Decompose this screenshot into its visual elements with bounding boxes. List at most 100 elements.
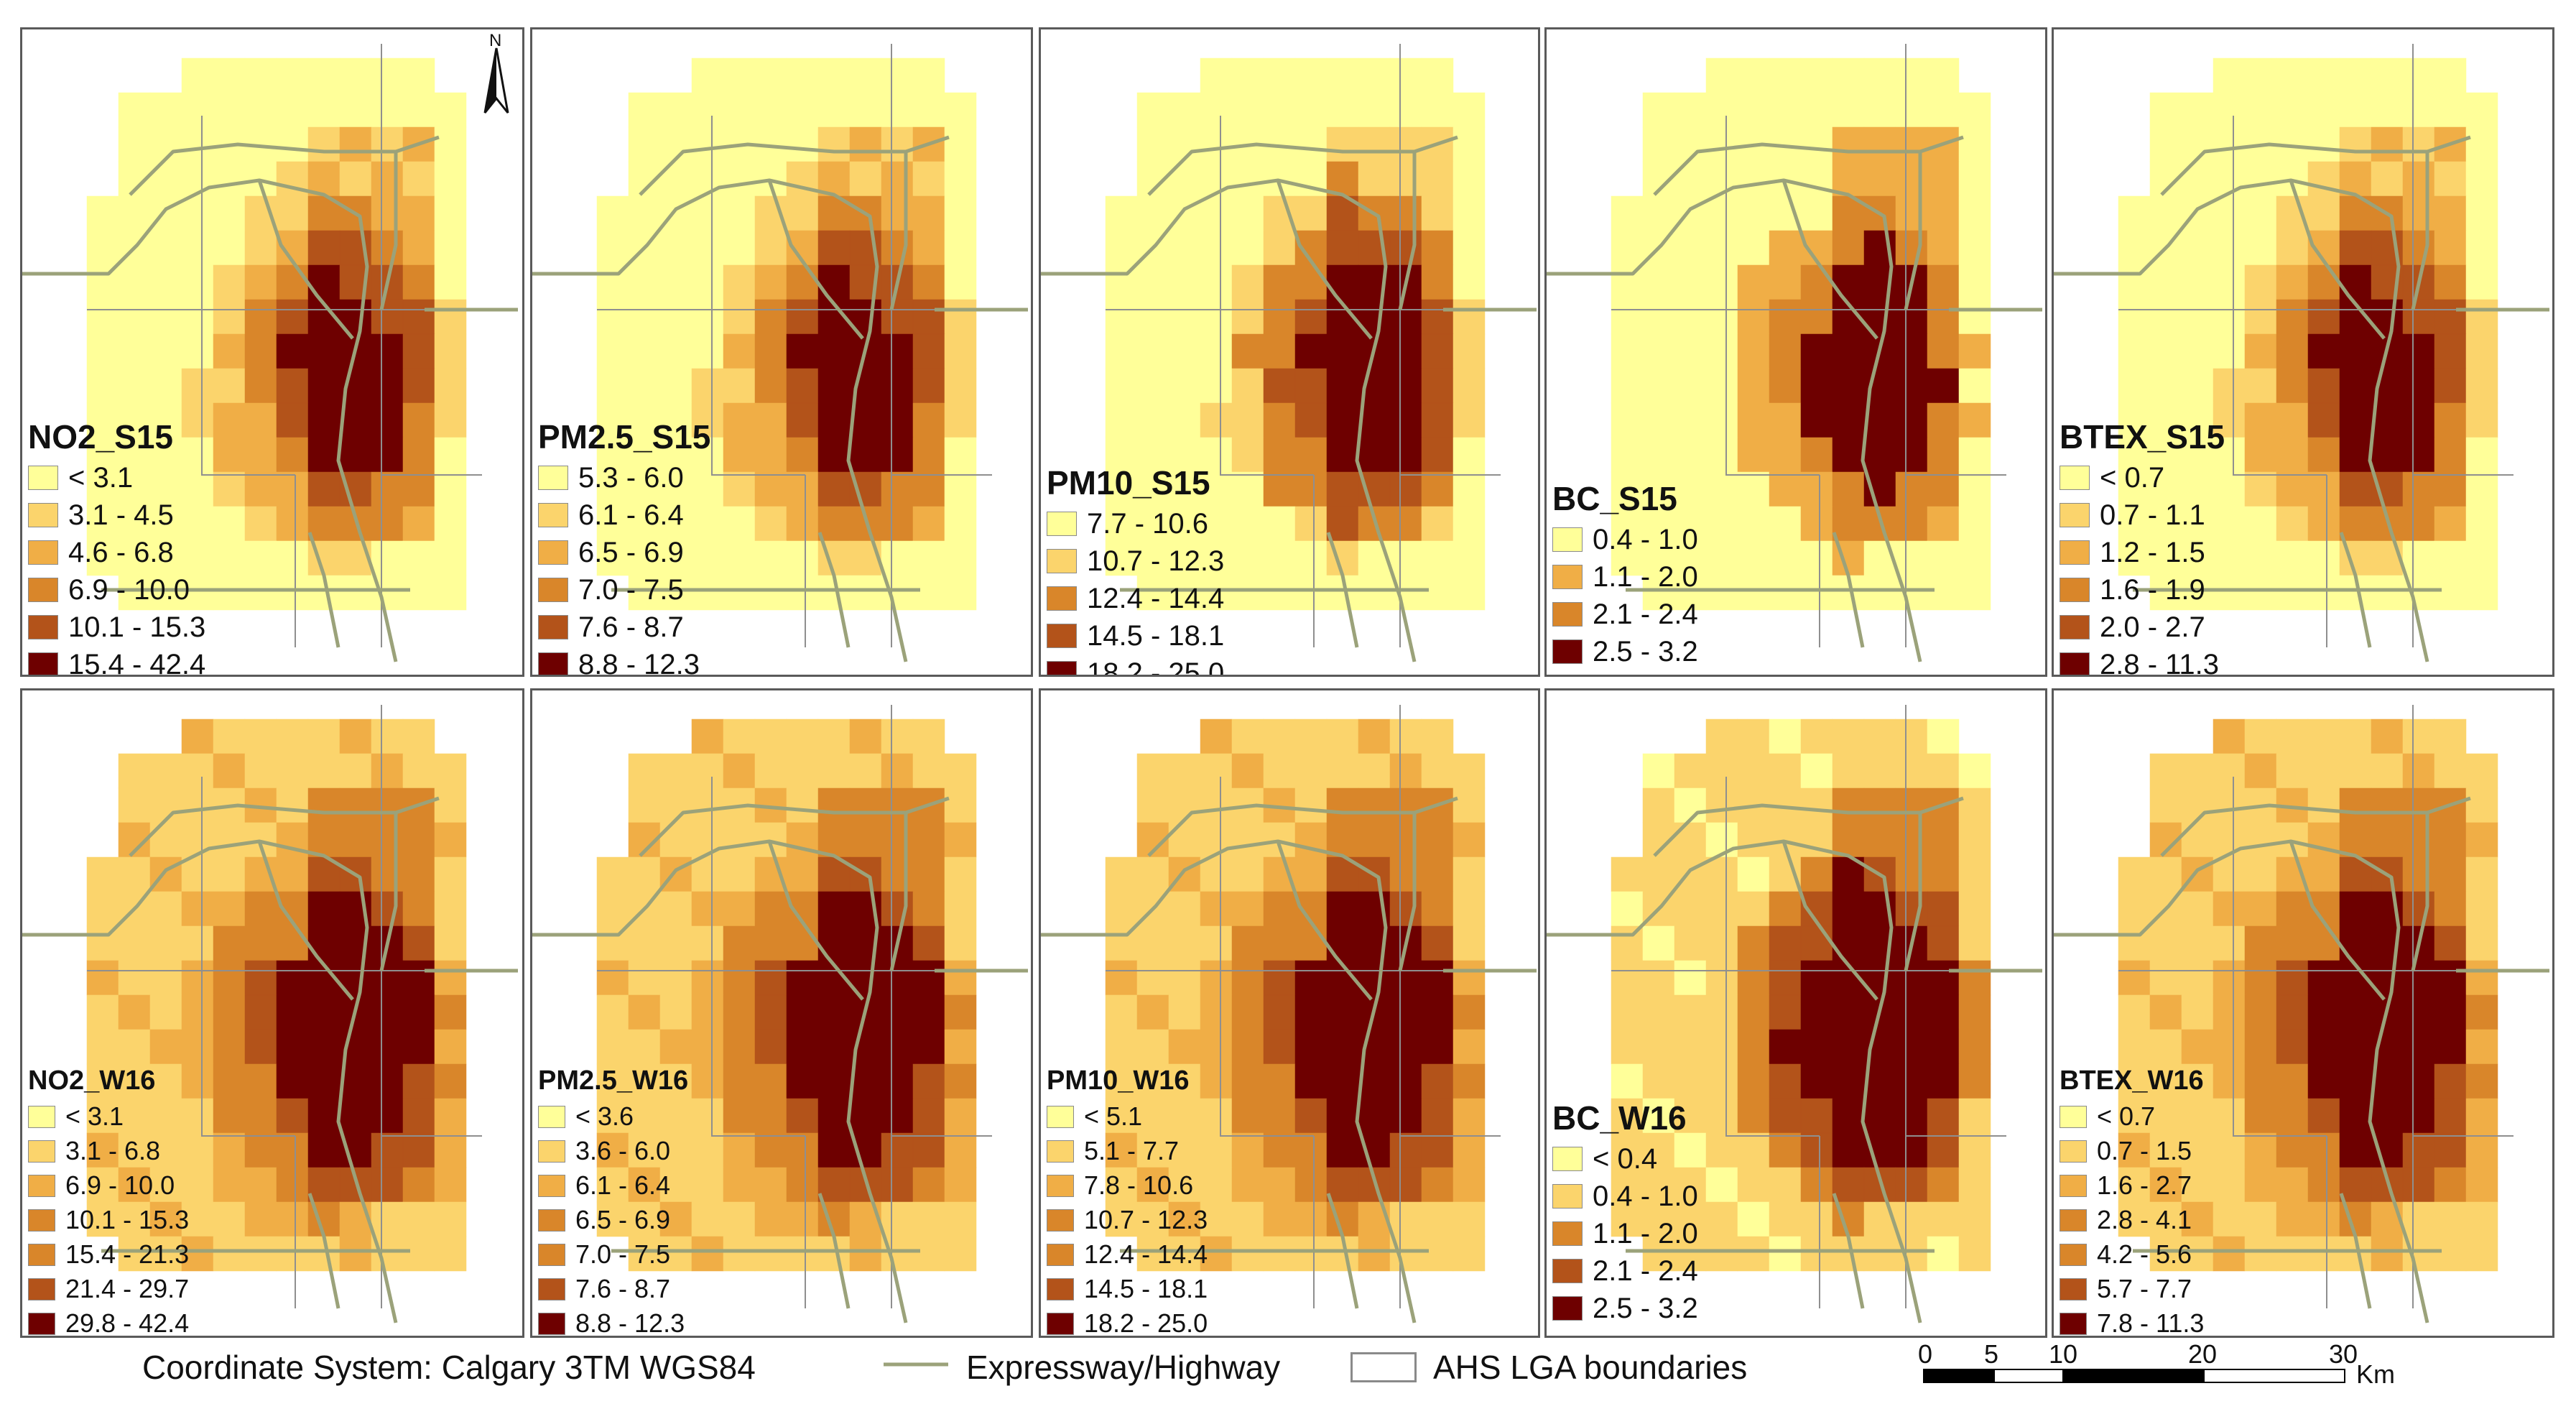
district-polygon	[213, 1098, 246, 1134]
district-polygon	[596, 1029, 629, 1065]
district-polygon	[2213, 1063, 2246, 1099]
district-polygon	[1136, 195, 1169, 231]
district-polygon	[244, 333, 277, 369]
district-polygon	[1231, 960, 1264, 996]
district-polygon	[1642, 333, 1675, 369]
legend-title: PM2.5_W16	[538, 1066, 689, 1096]
legend-swatch	[28, 1312, 55, 1335]
map-panel-pm10-w16: PM10_W16 < 5.1 5.1 - 7.7 7.8 - 10.6 10.7 - 1…	[1039, 688, 1540, 1338]
district-polygon	[786, 92, 819, 128]
north-arrow-label: N	[489, 31, 502, 50]
district-polygon	[149, 1029, 182, 1065]
district-polygon	[1168, 368, 1201, 404]
legend-swatch	[1047, 549, 1077, 573]
district-polygon	[1168, 230, 1201, 266]
district-polygon	[2213, 822, 2246, 858]
district-polygon	[1895, 994, 1928, 1030]
district-polygon	[659, 264, 692, 300]
district-polygon	[691, 368, 724, 404]
expressway	[1904, 813, 1922, 971]
district-polygon	[1737, 506, 1770, 542]
north-arrow-icon	[483, 47, 509, 114]
scale-segment-2	[1993, 1369, 2064, 1383]
district-polygon	[1737, 195, 1770, 231]
district-polygon	[881, 161, 914, 197]
district-polygon	[402, 1167, 435, 1203]
district-polygon	[1105, 230, 1138, 266]
district-polygon	[944, 856, 977, 892]
district-polygon	[691, 299, 724, 335]
district-polygon	[2149, 925, 2182, 961]
district-polygon	[786, 506, 819, 542]
expressway	[1832, 532, 1865, 648]
district-polygon	[1326, 230, 1359, 266]
map-panel-bc-w16: BC_W16 < 0.4 0.4 - 1.0 1.1 - 2.0 2.1 - 2.4 2.…	[1544, 688, 2047, 1338]
legend-swatch	[1552, 602, 1583, 627]
district-polygon	[1263, 92, 1296, 128]
district-polygon	[276, 1201, 309, 1237]
district-polygon	[912, 506, 945, 542]
district-polygon	[434, 575, 467, 611]
district-polygon	[434, 92, 467, 128]
district-polygon	[1200, 1029, 1233, 1065]
district-polygon	[1136, 856, 1169, 892]
district-polygon	[402, 925, 435, 961]
district-polygon	[1263, 960, 1296, 996]
district-polygon	[1200, 195, 1233, 231]
district-polygon	[1895, 126, 1928, 162]
district-polygon	[2276, 753, 2309, 789]
district-polygon	[2149, 437, 2182, 473]
legend-label: 1.6 - 1.9	[2100, 573, 2205, 606]
district-polygon	[1231, 822, 1264, 858]
expressway	[379, 813, 398, 971]
district-polygon	[1737, 402, 1770, 438]
district-polygon	[1611, 994, 1644, 1030]
district-polygon	[149, 925, 182, 961]
district-polygon	[691, 1236, 724, 1272]
district-polygon	[2213, 1098, 2246, 1134]
district-polygon	[1769, 437, 1802, 473]
district-polygon	[118, 506, 151, 542]
district-polygon	[754, 718, 787, 754]
district-polygon	[2213, 540, 2246, 576]
district-polygon	[1168, 1167, 1201, 1203]
district-polygon	[1895, 195, 1928, 231]
district-polygon	[371, 1063, 404, 1099]
expressway	[2339, 532, 2372, 648]
expressway	[2054, 839, 2429, 1323]
legend-title: PM10_W16	[1047, 1066, 1190, 1096]
district-polygon	[1895, 1201, 1928, 1237]
district-polygon	[1263, 925, 1296, 961]
district-polygons	[596, 57, 977, 611]
district-polygon	[371, 787, 404, 823]
district-polygon	[849, 92, 882, 128]
district-polygon	[1168, 333, 1201, 369]
district-polygon	[244, 925, 277, 961]
district-polygon	[402, 753, 435, 789]
district-polygon	[2149, 1098, 2182, 1134]
expressway	[2411, 152, 2429, 310]
district-polygon	[596, 195, 629, 231]
legend-swatch	[1047, 1209, 1074, 1232]
district-polygon	[2434, 718, 2467, 754]
district-polygon	[1800, 994, 1833, 1030]
district-polygon	[1832, 891, 1865, 927]
district-polygon	[659, 1201, 692, 1237]
district-polygon	[1642, 787, 1675, 823]
district-polygon	[2307, 1236, 2340, 1272]
district-polygon	[1705, 1029, 1738, 1065]
district-polygon	[659, 126, 692, 162]
district-polygon	[1294, 1236, 1328, 1272]
district-polygon	[881, 891, 914, 927]
legend-swatch	[2060, 1105, 2087, 1128]
district-polygon	[1642, 960, 1675, 996]
district-polygon	[1231, 1132, 1264, 1168]
district-polygon	[118, 540, 151, 576]
district-polygon	[2339, 1063, 2372, 1099]
district-polygon	[86, 299, 119, 335]
district-polygon	[1674, 264, 1707, 300]
district-polygon	[944, 1236, 977, 1272]
district-polygon	[596, 994, 629, 1030]
district-polygon	[691, 575, 724, 611]
